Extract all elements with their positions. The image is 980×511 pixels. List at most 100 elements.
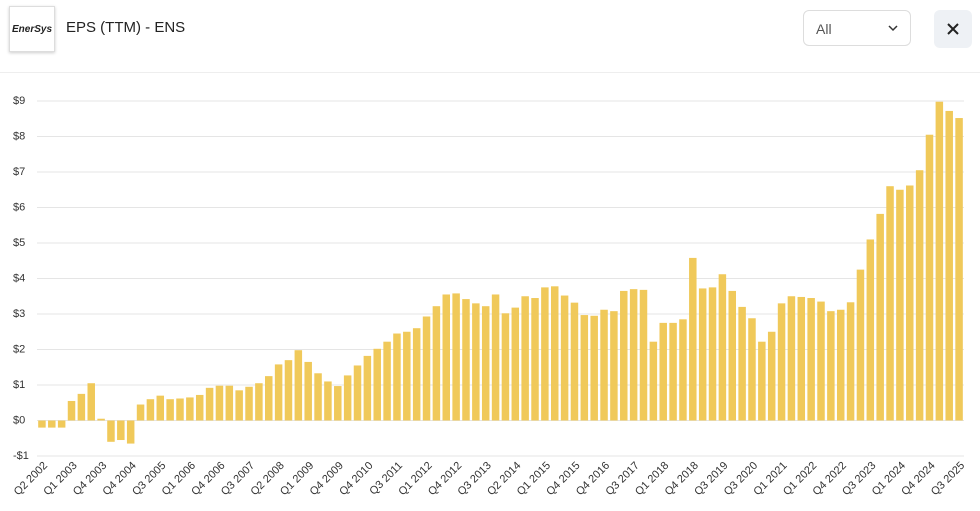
bar	[265, 376, 273, 421]
bar	[57, 420, 66, 428]
bar	[807, 298, 815, 421]
bar	[590, 315, 598, 421]
bar	[491, 294, 500, 421]
y-tick-label: $1	[13, 379, 25, 391]
bar	[48, 420, 56, 428]
bar	[383, 341, 391, 421]
bar	[501, 313, 510, 421]
bar	[886, 186, 894, 421]
bar	[126, 420, 135, 444]
bar	[215, 385, 224, 421]
bar	[550, 286, 559, 421]
bar	[353, 365, 362, 421]
bar	[945, 110, 953, 421]
bar	[669, 322, 677, 421]
bar	[935, 101, 944, 421]
bar	[639, 289, 648, 421]
bar	[629, 289, 638, 421]
bar	[698, 288, 707, 421]
bar	[708, 287, 717, 421]
range-value: All	[816, 21, 832, 37]
bar	[531, 298, 539, 421]
bar	[915, 170, 924, 421]
bar	[324, 381, 332, 421]
bar	[610, 311, 618, 421]
y-tick-label: $9	[13, 95, 25, 107]
close-icon	[947, 23, 959, 35]
bar	[136, 404, 145, 421]
bar	[422, 316, 431, 421]
bar	[314, 373, 322, 421]
range-dropdown[interactable]: All	[803, 10, 911, 46]
bar	[176, 398, 184, 421]
bar	[797, 296, 806, 421]
bar	[580, 315, 589, 421]
bar	[620, 290, 628, 421]
bar	[294, 350, 303, 421]
bar	[472, 303, 480, 421]
chevron	[888, 25, 898, 32]
y-tick-label: $7	[13, 166, 25, 178]
y-tick-label: $3	[13, 308, 25, 320]
bar	[689, 257, 697, 421]
bar	[146, 399, 155, 421]
bar	[787, 296, 796, 421]
bar	[817, 301, 825, 421]
bar	[343, 375, 352, 421]
bar	[846, 302, 855, 421]
close-button[interactable]	[934, 10, 972, 48]
y-tick-label: $8	[13, 130, 25, 142]
bar	[836, 309, 845, 421]
bar	[896, 189, 904, 421]
bar	[679, 319, 687, 421]
bar	[777, 303, 786, 421]
bar	[166, 399, 174, 421]
bar	[738, 306, 746, 421]
y-tick-label: $4	[13, 272, 25, 284]
logo: EnerSys	[9, 6, 55, 52]
bar	[77, 393, 86, 421]
bar	[284, 360, 293, 421]
y-tick-label: $6	[13, 201, 25, 213]
bar	[205, 387, 214, 421]
y-tick-label: $5	[13, 237, 25, 249]
bar	[87, 383, 95, 421]
bar	[117, 420, 125, 441]
bar	[363, 355, 372, 421]
bar	[274, 364, 283, 421]
bar	[38, 420, 46, 428]
header: EnerSys EPS (TTM) - ENS All	[0, 0, 980, 73]
bar	[649, 341, 658, 421]
bar	[866, 239, 875, 421]
bar	[481, 306, 490, 421]
y-tick-label: $0	[13, 414, 25, 426]
bar	[659, 322, 667, 421]
bar	[955, 118, 963, 421]
bar	[97, 418, 105, 421]
y-tick-label: -$1	[13, 450, 29, 462]
bar	[107, 420, 115, 442]
bar	[304, 361, 312, 421]
bar	[412, 328, 421, 421]
bar	[748, 318, 756, 421]
bar	[255, 383, 263, 421]
bar	[403, 331, 411, 421]
bar	[225, 385, 234, 421]
bar	[541, 287, 549, 421]
bar	[856, 269, 865, 421]
title: EPS (TTM) - ENS	[66, 19, 186, 36]
bar	[718, 274, 727, 421]
bar	[925, 134, 934, 421]
bar	[521, 296, 529, 421]
bar	[156, 395, 165, 421]
bar	[570, 302, 579, 421]
bar	[560, 295, 569, 421]
bar	[827, 311, 835, 421]
bar	[67, 400, 76, 421]
bar	[432, 306, 441, 421]
bar	[334, 386, 342, 421]
bar	[906, 185, 914, 421]
bar	[442, 294, 451, 421]
